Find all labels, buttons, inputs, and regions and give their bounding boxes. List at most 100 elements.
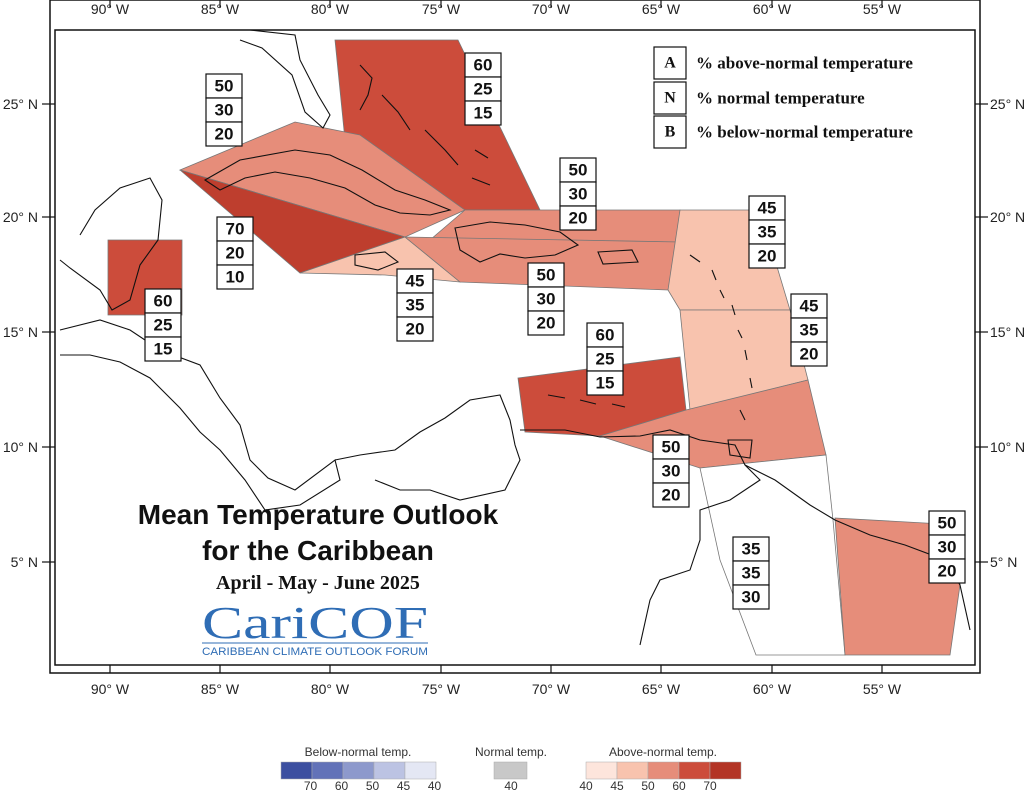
prob-cell-n	[527, 286, 565, 312]
prob-value-b: 10	[226, 268, 245, 287]
scale-below-swatch	[311, 761, 344, 780]
key-letter-n: N	[664, 90, 676, 107]
key-row-above: A % above-normal temperature	[653, 46, 913, 80]
coast-bahamas	[359, 64, 491, 186]
coast-trinidad	[727, 439, 753, 459]
prob-value-n: 35	[758, 223, 777, 242]
outer-frame	[49, 0, 981, 674]
prob-value-n: 30	[537, 290, 556, 309]
coast-lesser-antilles	[689, 254, 753, 421]
lat-label-right: 25° N	[990, 96, 1025, 112]
lat-label-left: 25° N	[3, 96, 38, 112]
coast-cuba	[203, 149, 452, 216]
prob-cell-b	[464, 100, 502, 126]
key-desc-a: % above-normal temperature	[696, 54, 913, 73]
scale-below-swatch	[373, 761, 406, 780]
title-line-2: for the Caribbean	[202, 535, 434, 566]
prob-value-n: 25	[596, 350, 615, 369]
prob-value-n: 25	[154, 316, 173, 335]
title-period: April - May - June 2025	[216, 572, 420, 594]
prob-value-a: 60	[474, 56, 493, 75]
lon-label-top: 85° W	[201, 1, 240, 17]
prob-cell-n	[652, 458, 690, 484]
prob-cell-a	[732, 536, 770, 562]
prob-value-n: 30	[938, 538, 957, 557]
scale-bars: 70 60 50 45 40 40 40 45 50 60 70	[280, 761, 742, 791]
prob-value-b: 30	[742, 588, 761, 607]
prob-value-a: 60	[154, 292, 173, 311]
scale-above-heading: Above-normal temp.	[609, 745, 717, 759]
prob-value-n: 35	[800, 321, 819, 340]
prob-value-b: 20	[569, 209, 588, 228]
prob-value-a: 50	[569, 161, 588, 180]
prob-value-a: 50	[537, 266, 556, 285]
lat-label-right: 15° N	[990, 324, 1025, 340]
scale-above-swatch	[585, 761, 618, 780]
scale-above-tick: 40	[579, 779, 593, 791]
title-line-1: Mean Temperature Outlook	[138, 499, 499, 530]
prob-cell-a	[216, 216, 254, 242]
coast-hispaniola	[454, 221, 580, 263]
caricof-logo: CariCOF CARIBBEAN CLIMATE OUTLOOK FORUM	[202, 597, 428, 658]
scale-normal-swatch	[493, 761, 528, 780]
anb-key: A % above-normal temperature N % normal …	[653, 46, 913, 149]
prob-value-b: 15	[596, 374, 615, 393]
coast-colombia	[334, 394, 521, 501]
prob-box: 45 35 20	[790, 293, 828, 367]
lat-label-right: 20° N	[990, 209, 1025, 225]
prob-cell-b	[790, 341, 828, 367]
map-axes: 90° W 90° W 85° W 85° W 80° W 80° W 75° W 75° W…	[3, 0, 1025, 697]
title-block: Mean Temperature Outlook for the Caribbe…	[138, 499, 499, 594]
prob-cell-n	[216, 240, 254, 266]
prob-cell-b	[396, 316, 434, 342]
scale-below-tick: 50	[366, 779, 380, 791]
color-scale: Below-normal temp. Normal temp. Above-no…	[280, 745, 742, 791]
coast-yucatan	[59, 177, 163, 311]
prob-cell-n	[748, 219, 786, 245]
prob-value-a: 70	[226, 220, 245, 239]
prob-cell-b	[527, 310, 565, 336]
lon-label-bottom: 70° W	[532, 681, 571, 697]
prob-value-b: 15	[154, 340, 173, 359]
prob-box: 50 30 20	[527, 262, 565, 336]
logo-subtitle: CARIBBEAN CLIMATE OUTLOOK FORUM	[202, 646, 428, 658]
lat-label-right: 10° N	[990, 439, 1025, 455]
key-desc-n: % normal temperature	[696, 89, 865, 108]
probability-boxes: 60 25 15 50 30 20 70 20 10 45 35 20 60 25 15 50 30 20 50 30…	[144, 52, 966, 610]
scale-normal-tick: 40	[504, 779, 518, 791]
coast-jamaica	[354, 251, 400, 271]
coast-florida	[239, 29, 331, 129]
prob-box: 50 30 20	[928, 510, 966, 584]
scale-below-swatch	[280, 761, 313, 780]
key-desc-b: % below-normal temperature	[696, 123, 913, 142]
lon-label-bottom: 65° W	[642, 681, 681, 697]
prob-value-b: 20	[215, 125, 234, 144]
scale-below-tick: 60	[335, 779, 349, 791]
prob-value-a: 50	[938, 514, 957, 533]
lon-label-top: 90° W	[91, 1, 130, 17]
scale-above-tick: 60	[672, 779, 686, 791]
prob-cell-b	[144, 336, 182, 362]
lon-label-top: 70° W	[532, 1, 571, 17]
lon-label-bottom: 80° W	[311, 681, 350, 697]
prob-value-a: 45	[800, 297, 819, 316]
prob-cell-a	[144, 288, 182, 314]
prob-value-n: 35	[406, 296, 425, 315]
scale-above-tick: 50	[641, 779, 655, 791]
prob-value-n: 20	[226, 244, 245, 263]
prob-box: 50 30 20	[205, 73, 243, 147]
coast-puerto-rico	[597, 249, 639, 265]
prob-cell-n	[790, 317, 828, 343]
prob-cell-a	[396, 268, 434, 294]
prob-box: 50 30 20	[652, 434, 690, 508]
lon-label-top: 60° W	[753, 1, 792, 17]
lon-label-top: 80° W	[311, 1, 350, 17]
prob-value-n: 35	[742, 564, 761, 583]
scale-above-swatch	[678, 761, 711, 780]
lon-label-top: 55° W	[863, 1, 902, 17]
prob-value-b: 20	[662, 486, 681, 505]
lat-label-right: 5° N	[990, 554, 1017, 570]
lon-label-bottom: 85° W	[201, 681, 240, 697]
prob-value-b: 20	[406, 320, 425, 339]
prob-cell-a	[748, 195, 786, 221]
